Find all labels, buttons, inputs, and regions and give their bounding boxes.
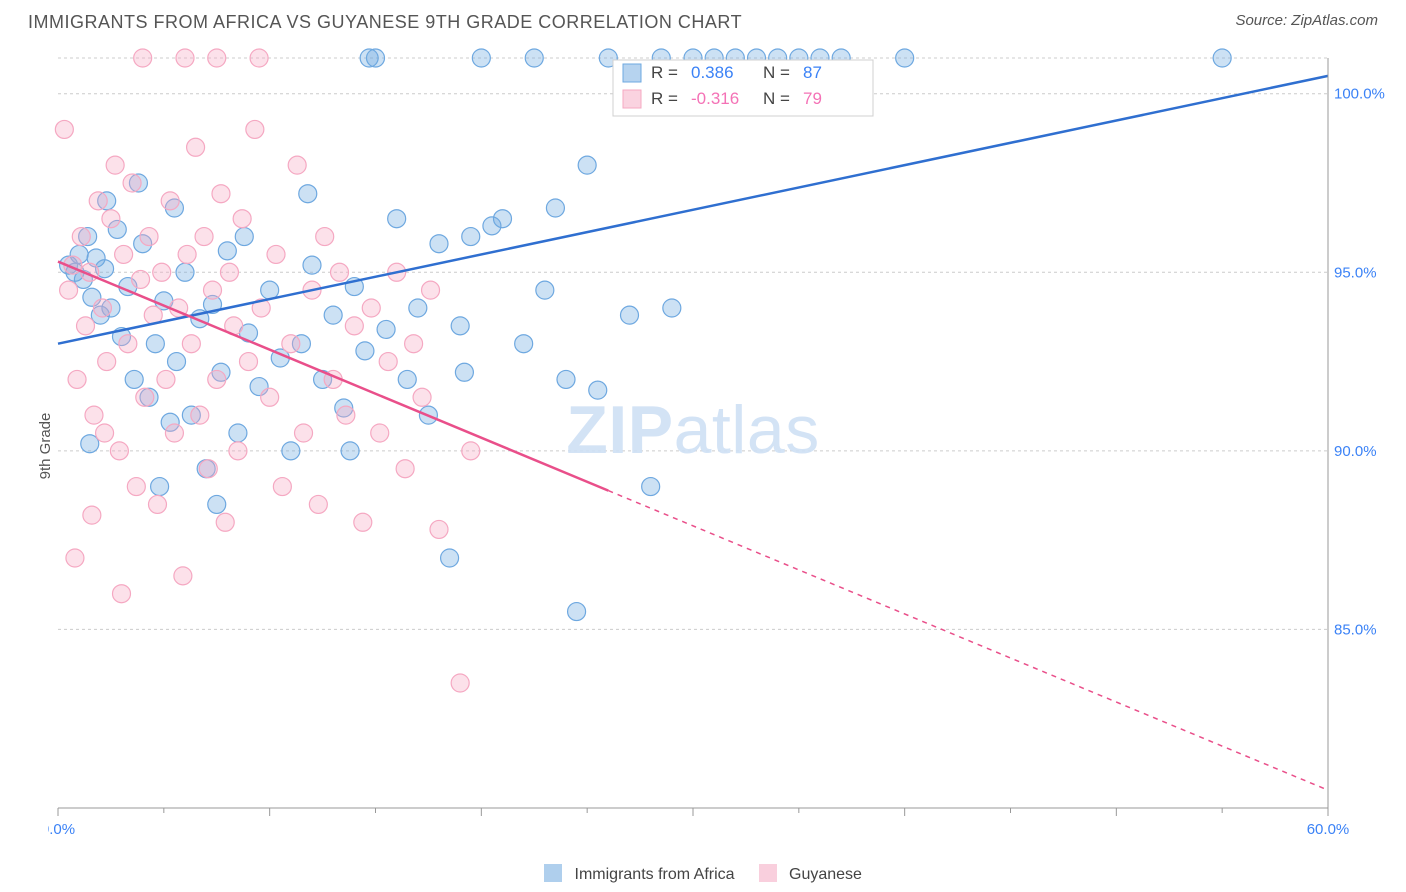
svg-text:R =: R =	[651, 89, 678, 108]
svg-text:ZIPatlas: ZIPatlas	[566, 392, 819, 468]
svg-text:N =: N =	[763, 89, 790, 108]
svg-text:N =: N =	[763, 63, 790, 82]
chart-container: 9th Grade 85.0%90.0%95.0%100.0%ZIPatlas0…	[48, 48, 1388, 844]
svg-text:-0.316: -0.316	[691, 89, 739, 108]
legend-label-africa: Immigrants from Africa	[575, 866, 735, 883]
legend-swatch-guyanese	[759, 864, 777, 882]
legend-item-guyanese: Guyanese	[759, 864, 862, 884]
svg-text:95.0%: 95.0%	[1334, 264, 1377, 281]
svg-text:R =: R =	[651, 63, 678, 82]
scatter-chart: 85.0% 90.0% 95.0% 100.0% ZIPatlas 0.0% 60.0% R …	[48, 48, 1388, 844]
source-attribution: Source: ZipAtlas.com	[1235, 12, 1378, 29]
svg-text:85.0%: 85.0%	[1334, 621, 1377, 638]
svg-text:60.0%: 60.0%	[1307, 821, 1350, 838]
chart-title: IMMIGRANTS FROM AFRICA VS GUYANESE 9TH G…	[28, 12, 742, 33]
y-axis-label: 9th Grade	[37, 413, 54, 480]
legend-item-africa: Immigrants from Africa	[544, 864, 734, 884]
legend-label-guyanese: Guyanese	[789, 866, 862, 883]
svg-text:90.0%: 90.0%	[1334, 443, 1377, 460]
legend-swatch-africa	[544, 864, 562, 882]
legend-bottom: Immigrants from Africa Guyanese	[0, 864, 1406, 884]
svg-text:87: 87	[803, 63, 822, 82]
svg-text:100.0%: 100.0%	[1334, 86, 1385, 103]
svg-text:0.386: 0.386	[691, 63, 734, 82]
svg-text:0.0%: 0.0%	[48, 821, 75, 838]
svg-text:79: 79	[803, 89, 822, 108]
